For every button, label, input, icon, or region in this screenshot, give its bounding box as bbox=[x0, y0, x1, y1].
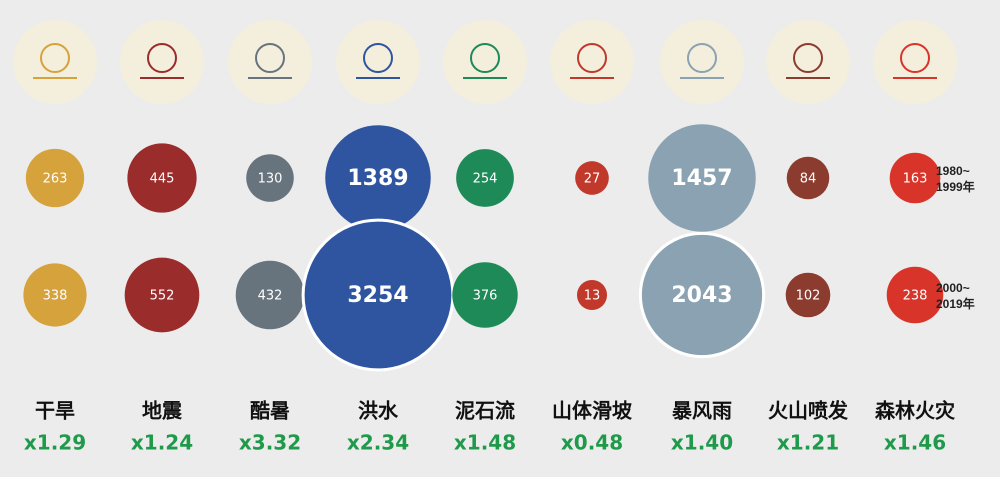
bubble bbox=[124, 257, 200, 333]
icon-glyph bbox=[577, 43, 607, 73]
ratio-label: x1.24 bbox=[131, 431, 193, 455]
icon-bg bbox=[660, 20, 744, 104]
bubble-label: 552 bbox=[150, 289, 175, 304]
bubble-label: 163 bbox=[903, 172, 928, 187]
bubble-label: 338 bbox=[43, 289, 68, 304]
bubble-label: 2043 bbox=[671, 283, 732, 308]
bubble-label: 238 bbox=[903, 289, 928, 304]
bubble bbox=[25, 148, 85, 208]
bubble-label: 3254 bbox=[347, 283, 408, 308]
category-label: 干旱 bbox=[35, 399, 75, 423]
bubble-label: 130 bbox=[258, 172, 283, 187]
category-label: 酷暑 bbox=[250, 399, 290, 423]
bubble bbox=[648, 124, 756, 232]
icon-bg bbox=[443, 20, 527, 104]
ratio-label: x2.34 bbox=[347, 431, 409, 455]
ratio-label: x3.32 bbox=[239, 431, 301, 455]
icon-glyph bbox=[255, 43, 285, 73]
legend-label: 2000~2019年 bbox=[936, 281, 975, 311]
bubble bbox=[452, 262, 518, 328]
bubble bbox=[235, 260, 305, 330]
bubble bbox=[575, 161, 609, 195]
bubble bbox=[786, 156, 830, 200]
bubble-label: 84 bbox=[800, 172, 817, 187]
bubble-label: 263 bbox=[43, 172, 68, 187]
bubble-label: 102 bbox=[796, 289, 821, 304]
bubble-label: 432 bbox=[258, 289, 283, 304]
ratio-label: x1.21 bbox=[777, 431, 839, 455]
category-label: 火山喷发 bbox=[768, 399, 849, 423]
icon-bg bbox=[550, 20, 634, 104]
icon-bg bbox=[873, 20, 957, 104]
category-label: 山体滑坡 bbox=[552, 399, 633, 423]
category-label: 森林火灾 bbox=[875, 399, 955, 423]
bubble bbox=[246, 154, 294, 202]
category-label: 洪水 bbox=[358, 399, 399, 423]
bubble bbox=[127, 143, 197, 213]
bubble bbox=[576, 279, 608, 311]
bubble bbox=[325, 125, 431, 231]
icon-bg bbox=[766, 20, 850, 104]
category-label: 泥石流 bbox=[455, 399, 515, 423]
bubble-label: 1389 bbox=[347, 166, 408, 191]
bubble bbox=[889, 152, 941, 204]
bubble bbox=[886, 266, 944, 324]
bubble-label: 1457 bbox=[671, 166, 732, 191]
bubble-label: 376 bbox=[473, 289, 498, 304]
icon-glyph bbox=[793, 43, 823, 73]
icon-glyph bbox=[40, 43, 70, 73]
icon-bg bbox=[228, 20, 312, 104]
category-label: 地震 bbox=[142, 399, 183, 423]
ratio-label: x1.48 bbox=[454, 431, 516, 455]
ratio-label: x0.48 bbox=[561, 431, 623, 455]
bubble-label: 27 bbox=[584, 172, 601, 187]
category-label: 暴风雨 bbox=[672, 399, 732, 423]
icon-bg bbox=[336, 20, 420, 104]
legend-label: 1980~1999年 bbox=[936, 164, 975, 194]
ratio-label: x1.46 bbox=[884, 431, 946, 455]
bubble-label: 445 bbox=[150, 172, 175, 187]
bubble bbox=[23, 263, 87, 327]
icon-glyph bbox=[687, 43, 717, 73]
icon-glyph bbox=[363, 43, 393, 73]
bubble bbox=[785, 272, 831, 318]
bubble bbox=[638, 231, 766, 359]
bubble-label: 13 bbox=[584, 289, 601, 304]
icon-glyph bbox=[470, 43, 500, 73]
icon-glyph bbox=[147, 43, 177, 73]
bubble-label: 254 bbox=[473, 172, 498, 187]
ratio-label: x1.40 bbox=[671, 431, 733, 455]
bubble bbox=[456, 149, 514, 207]
icon-bg bbox=[120, 20, 204, 104]
icon-bg bbox=[13, 20, 97, 104]
icon-glyph bbox=[900, 43, 930, 73]
ratio-label: x1.29 bbox=[24, 431, 86, 455]
